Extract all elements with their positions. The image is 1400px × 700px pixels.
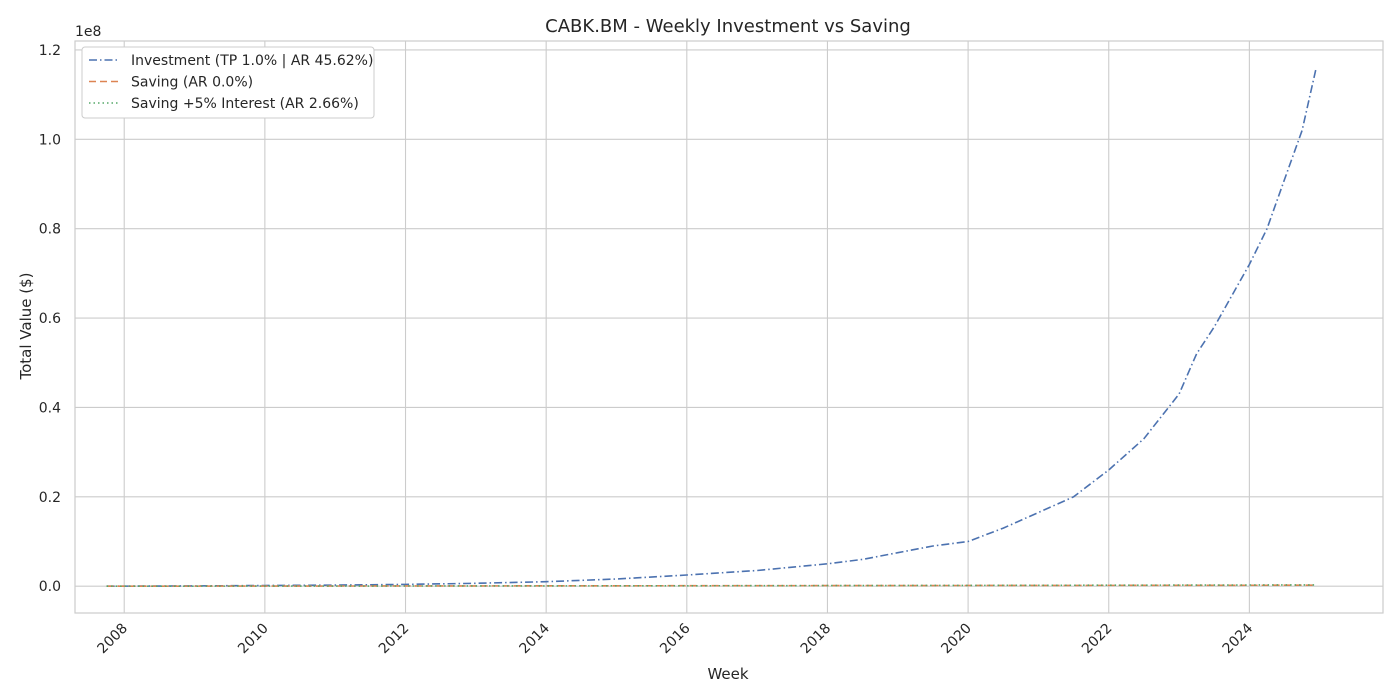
x-tick-label: 2010 <box>235 621 272 658</box>
plot-area <box>74 40 1384 614</box>
x-axis-ticks: 2008 2010 2012 2014 2016 2018 2020 2022 2024 <box>95 620 1257 657</box>
series-line-2 <box>106 584 1317 588</box>
series-line-1 <box>106 67 1317 588</box>
legend-box <box>81 46 375 119</box>
chart-title: CABK.BM - Weekly Investment vs Saving <box>545 16 911 37</box>
x-tick-label: 2024 <box>1220 620 1257 657</box>
y-tick-label: 1.0 <box>39 132 61 148</box>
grid <box>75 41 1383 613</box>
x-tick-label: 2012 <box>376 621 413 658</box>
y-tick-label: 0.6 <box>39 311 61 327</box>
x-tick-label: 2018 <box>798 621 835 658</box>
series-layer <box>106 67 1317 588</box>
x-tick-label: 2014 <box>516 620 553 657</box>
x-tick-label: 2020 <box>938 621 975 658</box>
y-tick-label: 1.2 <box>39 43 61 59</box>
y-axis-label: Total Value ($) <box>17 272 35 380</box>
y-axis-ticks: 0.0 0.2 0.4 0.6 0.8 1.0 1.2 <box>39 43 61 595</box>
y-tick-label: 0.0 <box>39 579 61 595</box>
legend-label: Saving +5% Interest (AR 2.66%) <box>131 96 359 112</box>
legend-label: Investment (TP 1.0% | AR 45.62%) <box>131 53 373 69</box>
y-tick-label: 0.4 <box>39 400 61 416</box>
y-tick-label: 0.8 <box>39 222 61 238</box>
x-axis-label: Week <box>707 665 748 683</box>
y-offset-label: 1e8 <box>75 24 101 40</box>
x-tick-label: 2016 <box>657 620 694 657</box>
y-tick-label: 0.2 <box>39 490 61 506</box>
x-tick-label: 2022 <box>1079 621 1116 658</box>
series-line-3 <box>106 584 1317 588</box>
legend: Investment (TP 1.0% | AR 45.62%) Saving (… <box>81 46 375 119</box>
x-tick-label: 2008 <box>95 621 132 658</box>
legend-label: Saving (AR 0.0%) <box>131 75 253 91</box>
